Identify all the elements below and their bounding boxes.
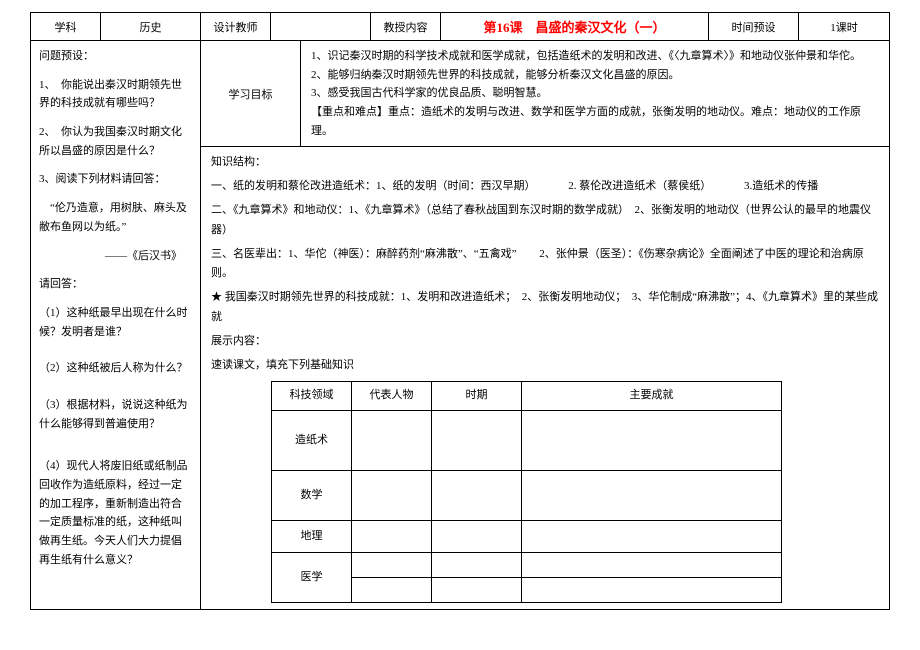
cell — [352, 578, 432, 603]
row3-field: 地理 — [272, 521, 352, 553]
p3a: 三、名医辈出：1、华佗（神医）：麻醉药剂“麻沸散”、“五禽戏” — [211, 248, 517, 260]
cell — [432, 553, 522, 578]
knowledge-content: 知识结构： 一、纸的发明和蔡伦改进造纸术：1、纸的发明（时间：西汉早期） 2. … — [201, 147, 889, 609]
designer-value — [271, 13, 371, 40]
p2: 二、《九章算术》和地动仪：1、《九章算术》（总结了春秋战国到东汉时期的数学成就）… — [211, 201, 879, 241]
question-3: 3、阅读下列材料请回答： — [39, 170, 192, 189]
obj-line4: 【重点和难点】重点：造纸术的发明与改进、数学和医学方面的成就，张衡发明的地动仪。… — [311, 103, 879, 140]
right-column: 学习目标 1、识记秦汉时期的科学技术成就和医学成就，包括造纸术的发明和改进、《〈… — [201, 41, 889, 609]
lesson-plan-document: 学科 历史 设计教师 教授内容 第16课 昌盛的秦汉文化（一） 时间预设 1课时… — [30, 12, 890, 610]
cell — [522, 553, 782, 578]
lesson-title: 第16课 昌盛的秦汉文化（一） — [441, 13, 709, 40]
header-row: 学科 历史 设计教师 教授内容 第16课 昌盛的秦汉文化（一） 时间预设 1课时 — [31, 13, 889, 41]
objectives-row: 学习目标 1、识记秦汉时期的科学技术成就和医学成就，包括造纸术的发明和改进、《〈… — [201, 41, 889, 147]
cell — [522, 521, 782, 553]
obj-line1: 1、识记秦汉时期的科学技术成就和医学成就，包括造纸术的发明和改进、《〈九章算术〉… — [311, 47, 879, 66]
th-person: 代表人物 — [352, 382, 432, 411]
p1c: 3.造纸术的传播 — [744, 180, 818, 192]
time-value: 1课时 — [799, 13, 889, 40]
obj-line3: 3、感受我国古代科学家的优良品质、聪明智慧。 — [311, 84, 879, 103]
row4-field: 医学 — [272, 553, 352, 603]
knowledge-title: 知识结构： — [211, 153, 879, 173]
th-period: 时期 — [432, 382, 522, 411]
cell — [352, 411, 432, 471]
knowledge-table: 科技领域 代表人物 时期 主要成就 造纸术 数学 — [271, 381, 782, 603]
cell — [432, 411, 522, 471]
time-label: 时间预设 — [709, 13, 799, 40]
content-label: 教授内容 — [371, 13, 441, 40]
objectives-label: 学习目标 — [201, 41, 301, 146]
p1b: 2. 蔡伦改进造纸术（蔡侯纸） — [568, 180, 711, 192]
cell — [432, 471, 522, 521]
question-2: 2、 你认为我国秦汉时期文化所以昌盛的原因是什么？ — [39, 123, 192, 160]
sub-q4: （4）现代人将废旧纸或纸制品回收作为造纸原料，经过一定的加工程序，重新制造出符合… — [39, 457, 192, 569]
cell — [352, 521, 432, 553]
quote-source: ——《后汉书》 — [39, 247, 192, 266]
main-content: 问题预设： 1、 你能说出秦汉时期领先世界的科技成就有哪些吗？ 2、 你认为我国… — [31, 41, 889, 609]
p1a: 一、纸的发明和蔡伦改进造纸术：1、纸的发明（时间：西汉早期） — [211, 180, 536, 192]
material-quote: “伦乃造意，用树肤、麻头及敝布鱼网以为纸。” — [39, 199, 192, 236]
designer-label: 设计教师 — [201, 13, 271, 40]
question-head: 问题预设： — [39, 47, 192, 66]
question-1: 1、 你能说出秦汉时期领先世界的科技成就有哪些吗？ — [39, 76, 192, 113]
cell — [352, 553, 432, 578]
p3: 三、名医辈出：1、华佗（神医）：麻醉药剂“麻沸散”、“五禽戏” 2、张仲景（医圣… — [211, 245, 879, 285]
questions-column: 问题预设： 1、 你能说出秦汉时期领先世界的科技成就有哪些吗？ 2、 你认为我国… — [31, 41, 201, 609]
cell — [432, 521, 522, 553]
read-instruction: 速读课文，填充下列基础知识 — [211, 356, 879, 376]
sub-q1: （1）这种纸最早出现在什么时候？发明者是谁？ — [39, 304, 192, 341]
sub-q2: （2）这种纸被后人称为什么？ — [39, 359, 192, 378]
star-line: ★ 我国秦汉时期领先世界的科技成就：1、发明和改进造纸术； 2、张衡发明地动仪；… — [211, 288, 879, 328]
answer-head: 请回答： — [39, 275, 192, 294]
show-label: 展示内容： — [211, 332, 879, 352]
cell — [522, 411, 782, 471]
cell — [522, 578, 782, 603]
row1-field: 造纸术 — [272, 411, 352, 471]
th-field: 科技领域 — [272, 382, 352, 411]
cell — [432, 578, 522, 603]
objectives-content: 1、识记秦汉时期的科学技术成就和医学成就，包括造纸术的发明和改进、《〈九章算术〉… — [301, 41, 889, 146]
subject-label: 学科 — [31, 13, 101, 40]
row2-field: 数学 — [272, 471, 352, 521]
subject-value: 历史 — [101, 13, 201, 40]
cell — [352, 471, 432, 521]
sub-q3: （3）根据材料，说说这种纸为什么能够得到普遍使用？ — [39, 396, 192, 433]
knowledge-line: 一、纸的发明和蔡伦改进造纸术：1、纸的发明（时间：西汉早期） 2. 蔡伦改进造纸… — [211, 177, 879, 197]
obj-line2: 2、能够归纳秦汉时期领先世界的科技成就，能够分析秦汉文化昌盛的原因。 — [311, 66, 879, 85]
th-achievement: 主要成就 — [522, 382, 782, 411]
cell — [522, 471, 782, 521]
